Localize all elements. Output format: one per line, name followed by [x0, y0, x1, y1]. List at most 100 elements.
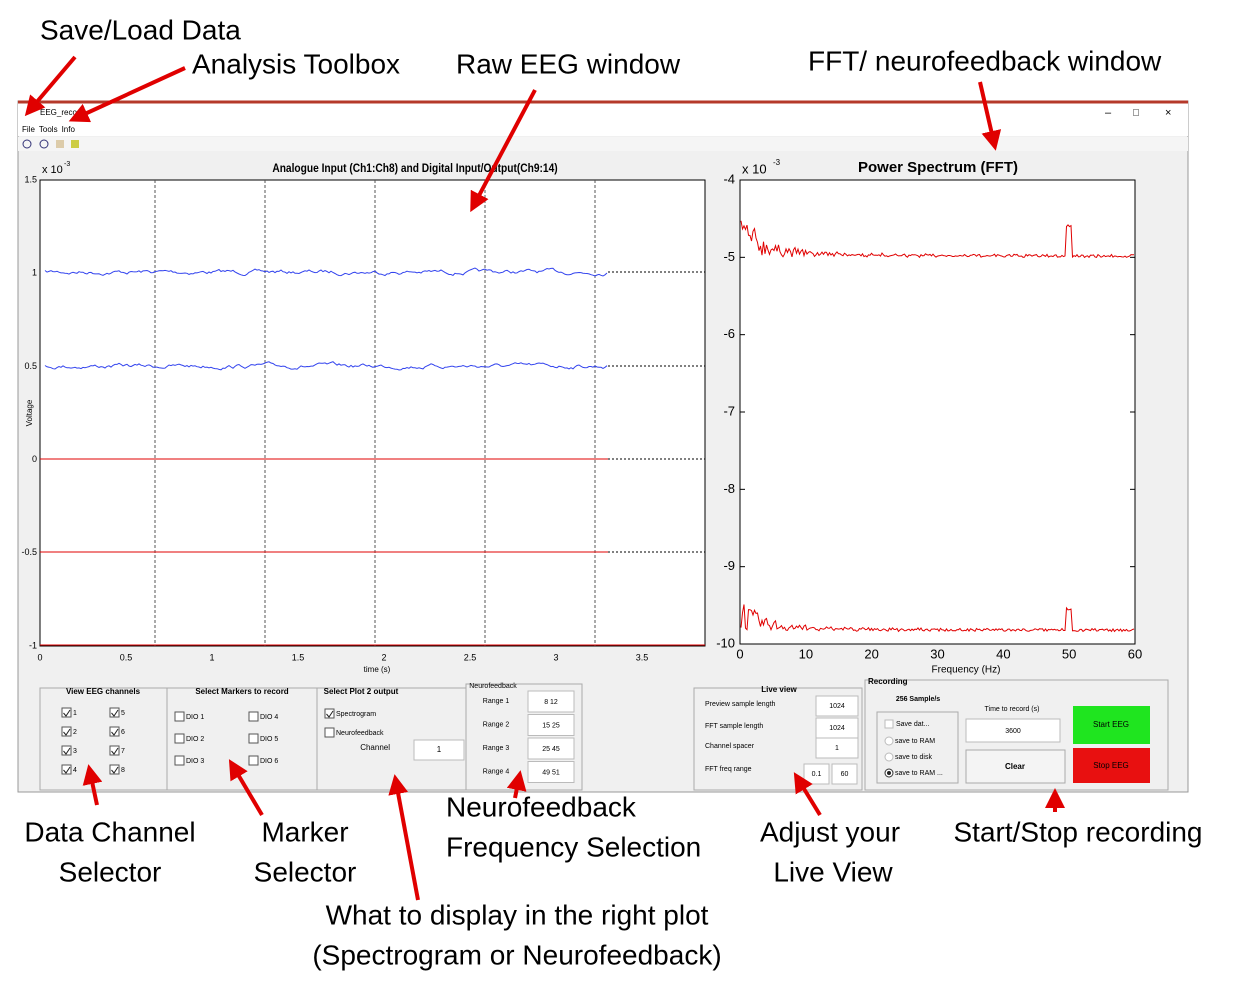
- live-view-value: 1024: [829, 725, 845, 732]
- live-view-label: Channel spacer: [705, 743, 755, 750]
- checkbox[interactable]: [174, 711, 185, 722]
- panel-title: View EEG channels: [66, 687, 141, 696]
- checkbox[interactable]: [61, 726, 72, 737]
- marker-label: DIO 1: [186, 714, 204, 721]
- checkbox[interactable]: [248, 755, 259, 766]
- range-value: 25 45: [542, 746, 560, 753]
- annotation: Marker: [261, 816, 348, 847]
- menu-item[interactable]: File: [22, 125, 35, 134]
- y-tick-label: -10: [716, 635, 735, 650]
- annotation: Live View: [773, 856, 893, 887]
- checkbox[interactable]: [248, 733, 259, 744]
- range-input[interactable]: [527, 761, 575, 783]
- live-view-value: 60: [841, 771, 849, 778]
- annotation: Selector: [254, 856, 357, 887]
- range-input[interactable]: [527, 690, 575, 713]
- checkbox[interactable]: [248, 711, 259, 722]
- menu-item[interactable]: Info: [62, 125, 76, 134]
- range-label: Range 4: [483, 768, 510, 775]
- annotation: Neurofeedback: [446, 791, 637, 822]
- y-tick-label: 0: [32, 454, 37, 464]
- right-xlabel: Frequency (Hz): [932, 665, 1001, 676]
- y-tick-label: -8: [723, 481, 735, 496]
- check-mark: [111, 747, 119, 755]
- clear-label: Clear: [1005, 762, 1025, 771]
- save-checkbox[interactable]: [884, 719, 894, 729]
- channel-label: 4: [73, 767, 77, 774]
- radio-label: save to disk: [895, 754, 932, 761]
- marker-label: DIO 4: [260, 714, 278, 721]
- annotation: Save/Load Data: [40, 14, 241, 45]
- panel-title: Live view: [761, 685, 797, 694]
- y-tick-label: -5: [723, 249, 735, 264]
- range-input[interactable]: [527, 714, 575, 736]
- start-button[interactable]: [1073, 706, 1150, 744]
- x-tick-label: 2: [381, 652, 386, 662]
- menu-item[interactable]: Tools: [39, 125, 58, 134]
- left-axes: [39, 179, 706, 647]
- left-exponent: -3: [64, 161, 70, 168]
- annotation: Adjust your: [760, 816, 900, 847]
- radio[interactable]: [884, 736, 894, 746]
- live-view-input[interactable]: [815, 695, 859, 717]
- annotation: (Spectrogram or Neurofeedback): [312, 939, 721, 970]
- x-tick-label: 0: [736, 646, 743, 661]
- check-mark: [63, 709, 71, 717]
- clear-button[interactable]: [965, 749, 1066, 784]
- checkbox[interactable]: [61, 745, 72, 756]
- sample-rate: 256 Sample/s: [896, 696, 940, 703]
- arrows: [24, 55, 1065, 901]
- close[interactable]: ×: [1165, 107, 1171, 119]
- right-plot-title: Power Spectrum (FFT): [858, 159, 1018, 176]
- range-value: 49 51: [542, 769, 560, 776]
- checkbox[interactable]: [324, 727, 335, 738]
- y-tick-label: 0.5: [24, 361, 37, 371]
- checkbox[interactable]: [109, 707, 120, 718]
- panel-title: Neurofeedback: [469, 683, 517, 690]
- y-tick-label: -0.5: [21, 547, 37, 557]
- live-view-input[interactable]: [815, 737, 859, 759]
- y-tick-label: -7: [723, 403, 735, 418]
- range-value: 8 12: [544, 699, 558, 706]
- checkbox[interactable]: [61, 707, 72, 718]
- right-multiplier: x 10: [742, 161, 767, 176]
- marker-label: DIO 6: [260, 758, 278, 765]
- x-tick-label: 20: [864, 646, 878, 661]
- checkbox[interactable]: [109, 745, 120, 756]
- x-tick-label: 1: [209, 652, 214, 662]
- checkbox[interactable]: [324, 708, 335, 719]
- range-input[interactable]: [527, 737, 575, 760]
- checkbox[interactable]: [109, 726, 120, 737]
- radio[interactable]: [884, 752, 894, 762]
- output-label: Spectrogram: [336, 711, 376, 718]
- live-view-value: 1024: [829, 703, 845, 710]
- x-tick-label: 10: [799, 646, 813, 661]
- channel-label: 6: [121, 729, 125, 736]
- title-bar: [18, 101, 1188, 123]
- channel-label: 7: [121, 748, 125, 755]
- check-mark: [63, 766, 71, 774]
- live-view-value: 0.1: [812, 771, 822, 778]
- annotation: Raw EEG window: [456, 48, 681, 79]
- checkbox[interactable]: [61, 764, 72, 775]
- checkbox[interactable]: [109, 764, 120, 775]
- x-tick-label: 40: [996, 646, 1010, 661]
- channel-label: Channel: [360, 743, 390, 752]
- maximize[interactable]: □: [1133, 108, 1139, 119]
- minimize[interactable]: –: [1105, 107, 1112, 119]
- toolbar-icons[interactable]: [22, 139, 79, 149]
- time-input[interactable]: [965, 718, 1061, 743]
- live-view-label: FFT sample length: [705, 723, 763, 730]
- radio-label: save to RAM: [895, 738, 935, 745]
- marker-label: DIO 3: [186, 758, 204, 765]
- checkbox[interactable]: [174, 733, 185, 744]
- channel-input[interactable]: [413, 739, 465, 761]
- stop-button[interactable]: [1073, 748, 1150, 783]
- radio-label: save to RAM ...: [895, 770, 943, 777]
- annotation: Analysis Toolbox: [192, 48, 400, 79]
- checkbox[interactable]: [174, 755, 185, 766]
- channels-panel: [39, 687, 168, 791]
- live-view-input[interactable]: [831, 763, 858, 785]
